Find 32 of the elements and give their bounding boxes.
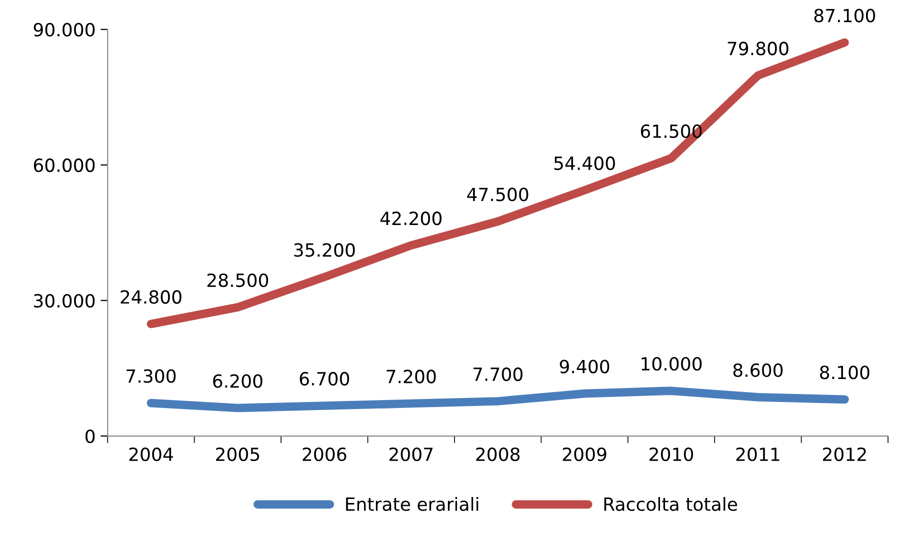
data-label: 10.000 <box>642 357 702 371</box>
x-tick-label: 2007 <box>389 447 433 462</box>
x-tick-label: 2011 <box>736 447 780 462</box>
data-label: 8.100 <box>820 366 870 380</box>
data-label: 87.100 <box>814 8 876 22</box>
data-label: 24.800 <box>120 290 182 304</box>
data-label: 79.800 <box>728 42 788 56</box>
y-tick-label: 60.000 <box>34 158 95 172</box>
data-label: 28.500 <box>207 273 268 288</box>
data-label: 7.300 <box>126 369 176 383</box>
x-tick-label: 2004 <box>129 447 173 462</box>
x-tick-label: 2005 <box>216 447 260 462</box>
legend-label: Raccolta totale <box>604 497 738 511</box>
x-tick-label: 2010 <box>650 447 694 462</box>
data-label: 9.400 <box>560 360 610 374</box>
x-tick-label: 2008 <box>476 447 520 462</box>
data-label: 6.200 <box>213 374 262 388</box>
data-label: 8.600 <box>733 363 783 378</box>
y-tick-label: 90.000 <box>34 22 95 37</box>
legend-label: Entrate erariali <box>346 497 478 511</box>
y-tick-label: 0 <box>86 429 95 444</box>
data-label: 7.700 <box>473 367 522 382</box>
data-label: 42.200 <box>380 212 442 226</box>
x-tick-label: 2012 <box>823 447 866 462</box>
data-label: 6.700 <box>300 372 350 386</box>
data-label: 54.400 <box>554 156 615 170</box>
data-label: 7.200 <box>386 370 436 384</box>
y-tick-label: 30.000 <box>34 294 95 308</box>
data-label: 35.200 <box>294 243 355 257</box>
data-label: 47.500 <box>467 188 528 202</box>
x-tick-label: 2006 <box>302 447 346 462</box>
x-tick-label: 2009 <box>562 447 606 462</box>
